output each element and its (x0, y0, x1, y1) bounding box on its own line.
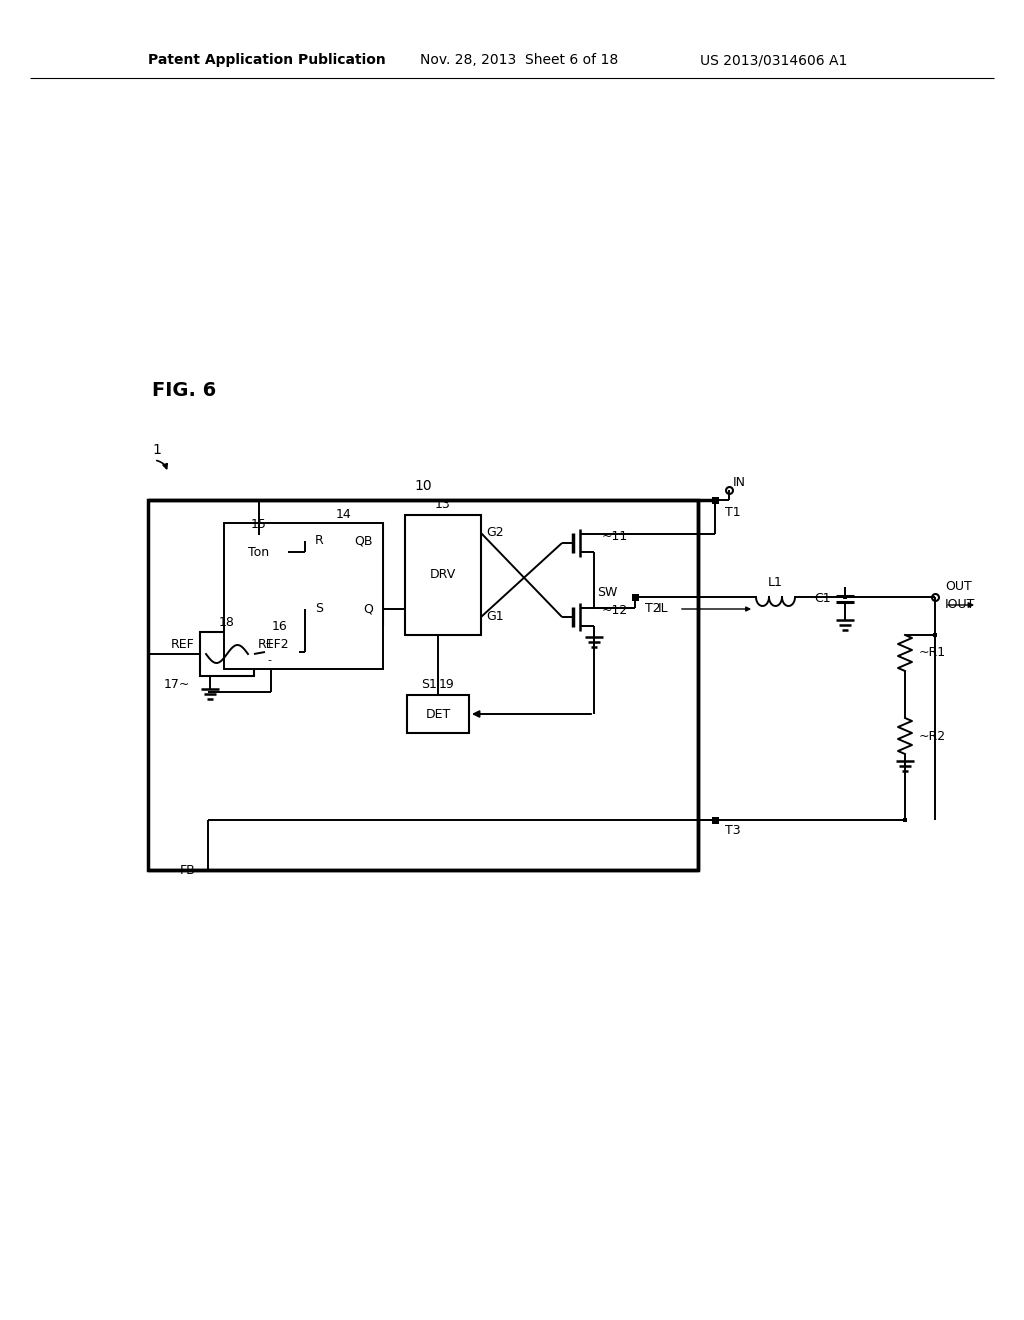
Text: 17~: 17~ (164, 677, 190, 690)
Text: G1: G1 (486, 610, 504, 623)
Text: Nov. 28, 2013  Sheet 6 of 18: Nov. 28, 2013 Sheet 6 of 18 (420, 53, 618, 67)
Text: OUT: OUT (945, 581, 972, 594)
Text: IN: IN (733, 475, 746, 488)
Text: FIG. 6: FIG. 6 (152, 380, 216, 400)
Text: +: + (264, 639, 273, 649)
Text: 19: 19 (439, 678, 455, 692)
Bar (712, 496, 719, 503)
Text: US 2013/0314606 A1: US 2013/0314606 A1 (700, 53, 848, 67)
Bar (230, 535, 288, 569)
Text: T1: T1 (725, 506, 740, 519)
Text: ~R2: ~R2 (919, 730, 946, 742)
Bar (305, 525, 383, 624)
Text: 10: 10 (414, 479, 432, 492)
Text: T2: T2 (645, 602, 660, 615)
Text: REF: REF (170, 638, 194, 651)
Text: Ton: Ton (249, 545, 269, 558)
Bar (224, 523, 383, 669)
Bar (407, 696, 469, 733)
Text: ~R1: ~R1 (919, 647, 946, 660)
Bar (933, 634, 937, 638)
Text: SW: SW (597, 586, 617, 599)
Text: Q: Q (364, 602, 373, 615)
Text: 15: 15 (251, 519, 267, 532)
Text: 1: 1 (152, 444, 161, 457)
Text: 13: 13 (435, 499, 451, 511)
Text: REF2: REF2 (258, 638, 290, 651)
Text: Patent Application Publication: Patent Application Publication (148, 53, 386, 67)
Text: S1: S1 (421, 678, 437, 692)
Text: FB: FB (180, 863, 196, 876)
Text: DET: DET (425, 708, 451, 721)
Text: -: - (267, 655, 271, 665)
Text: G2: G2 (486, 527, 504, 540)
Bar (148, 500, 698, 870)
Text: IL: IL (657, 602, 669, 615)
Text: 18: 18 (219, 615, 234, 628)
Text: T3: T3 (725, 824, 740, 837)
Text: DRV: DRV (430, 569, 456, 582)
Text: R: R (315, 535, 324, 548)
Bar (200, 632, 254, 676)
Text: 16: 16 (272, 619, 288, 632)
Text: ~12: ~12 (602, 603, 629, 616)
Bar (406, 515, 481, 635)
Text: L1: L1 (768, 577, 782, 590)
Text: IOUT: IOUT (945, 598, 976, 611)
Bar (933, 595, 937, 599)
Bar (632, 594, 639, 601)
Text: QB: QB (354, 535, 373, 548)
Text: S: S (315, 602, 323, 615)
Bar (843, 595, 847, 599)
Text: 14: 14 (336, 508, 352, 521)
Bar (903, 818, 907, 822)
Text: C1: C1 (814, 593, 831, 606)
Bar (712, 817, 719, 824)
Text: ~11: ~11 (602, 529, 629, 543)
